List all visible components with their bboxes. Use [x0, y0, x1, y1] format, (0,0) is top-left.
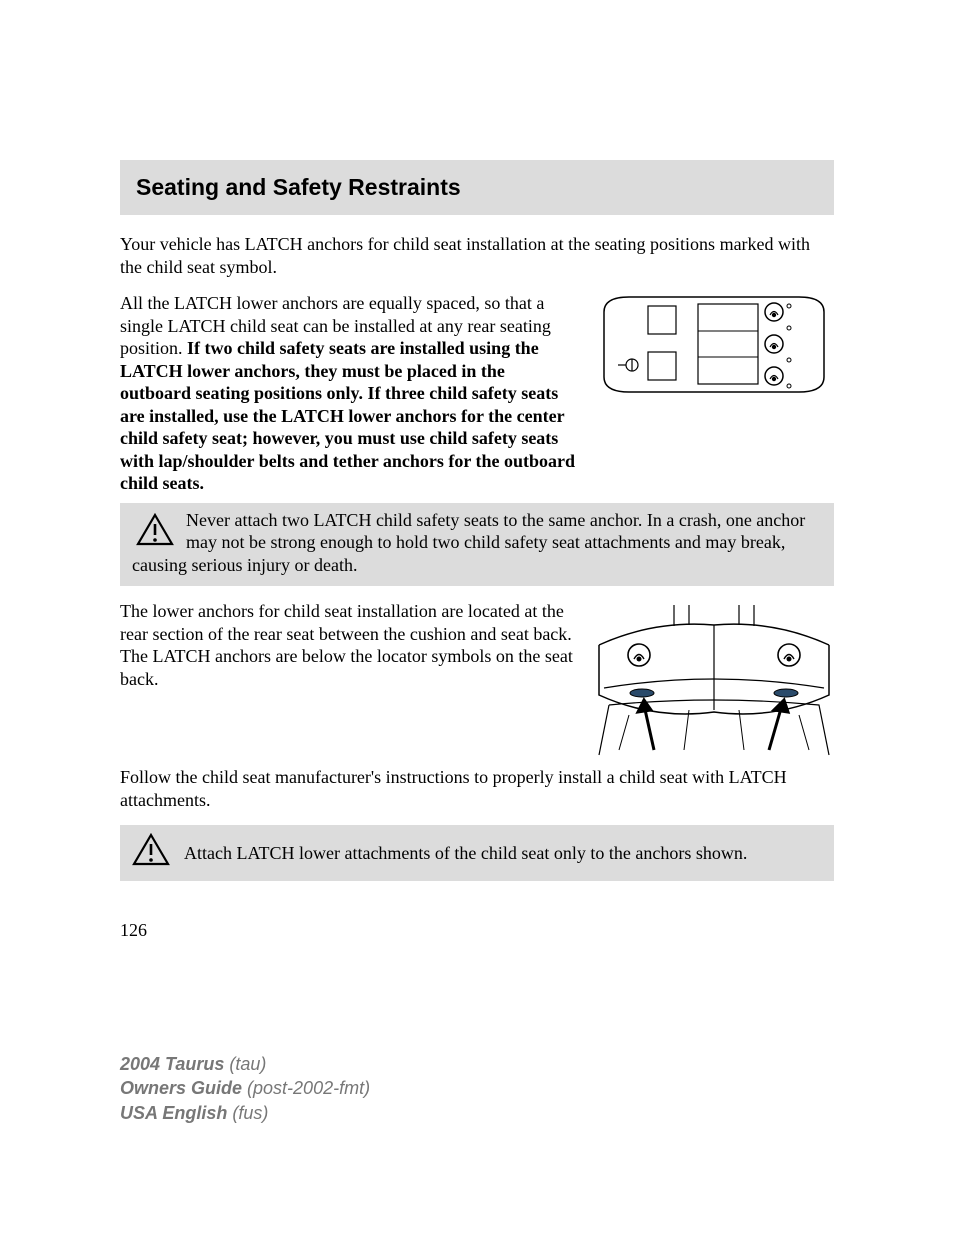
footer-line-2: Owners Guide (post-2002-fmt): [120, 1076, 370, 1100]
footer-model: 2004 Taurus: [120, 1054, 229, 1074]
manual-page: Seating and Safety Restraints Your vehic…: [0, 0, 954, 1235]
warning-icon: [132, 833, 170, 873]
warning-text-1: Never attach two LATCH child safety seat…: [132, 510, 805, 575]
seat-anchor-diagram: [594, 600, 834, 760]
footer-line-3: USA English (fus): [120, 1101, 370, 1125]
latch-text: All the LATCH lower anchors are equally …: [120, 292, 576, 495]
locator-row: The lower anchors for child seat install…: [120, 600, 834, 760]
warning-text-2: Attach LATCH lower attachments of the ch…: [184, 842, 747, 865]
warning-icon: [136, 513, 174, 553]
footer-lang-code: (fus): [232, 1103, 268, 1123]
footer-line-1: 2004 Taurus (tau): [120, 1052, 370, 1076]
latch-bold: If two child safety seats are installed …: [120, 338, 575, 493]
intro-paragraph: Your vehicle has LATCH anchors for child…: [120, 233, 834, 278]
footer-model-code: (tau): [229, 1054, 266, 1074]
footer-guide-code: (post-2002-fmt): [247, 1078, 370, 1098]
page-number: 126: [120, 920, 147, 941]
warning-box-1: Never attach two LATCH child safety seat…: [120, 503, 834, 587]
footer-lang: USA English: [120, 1103, 232, 1123]
locator-text: The lower anchors for child seat install…: [120, 600, 576, 690]
car-top-diagram: [594, 292, 834, 397]
footer-block: 2004 Taurus (tau) Owners Guide (post-200…: [120, 1052, 370, 1125]
follow-paragraph: Follow the child seat manufacturer's ins…: [120, 766, 834, 811]
footer-guide: Owners Guide: [120, 1078, 247, 1098]
warning-box-2: Attach LATCH lower attachments of the ch…: [120, 825, 834, 881]
latch-row: All the LATCH lower anchors are equally …: [120, 292, 834, 495]
section-header: Seating and Safety Restraints: [120, 160, 834, 215]
section-title: Seating and Safety Restraints: [136, 174, 818, 201]
